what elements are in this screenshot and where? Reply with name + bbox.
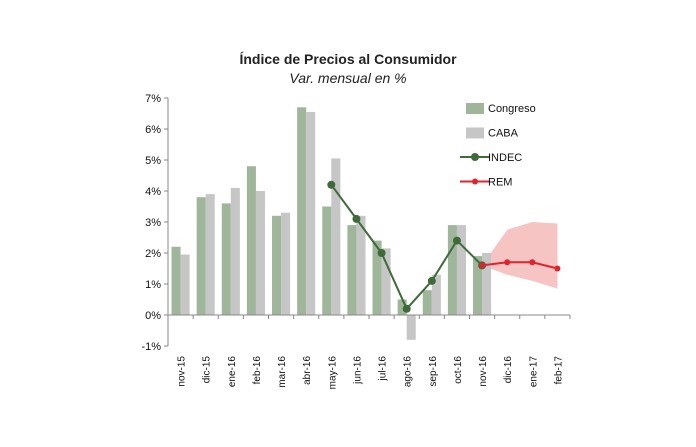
bar-congreso-jun-16 (347, 225, 357, 315)
bar-congreso-mar-16 (272, 215, 282, 315)
bar-caba-may-16 (331, 158, 341, 315)
line-rem (481, 261, 558, 270)
y-tick-label: 3% (145, 217, 161, 229)
point-indec-jun-16 (352, 214, 361, 223)
point-indec-ago-16 (402, 304, 411, 313)
x-tick-label: ene-17 (528, 356, 539, 388)
x-tick-label: dic-15 (202, 356, 213, 384)
bar-caba-oct-16 (456, 225, 466, 315)
legend-swatch-congreso (466, 103, 484, 114)
bar-congreso-abr-16 (297, 107, 307, 315)
axes-layer: -1% 0% 1% 2% 3% 4% 5% 6% 7% nov-15 dic-15 ene-16 feb… (141, 93, 571, 390)
bar-congreso-feb-16 (246, 166, 256, 315)
x-tick-label: ene-16 (227, 356, 238, 388)
bar-caba-ago-16 (406, 315, 416, 340)
point-rem-ene-17 (529, 259, 536, 266)
bar-caba-abr-16 (306, 111, 316, 315)
x-tick-label: sep-16 (428, 356, 439, 387)
bar-congreso-sep-16 (422, 290, 432, 315)
legend-label-caba: CABA (488, 128, 519, 140)
legend: Congreso CABA INDEC REM (460, 103, 536, 189)
rem-band (482, 222, 558, 289)
y-tick-label: 5% (145, 155, 161, 167)
point-indec-jul-16 (377, 249, 386, 257)
legend-swatch-caba (466, 127, 484, 139)
bar-congreso-may-16 (322, 206, 332, 315)
x-tick-label: feb-17 (553, 356, 564, 385)
point-indec-may-16 (327, 180, 336, 189)
bars-layer (171, 107, 492, 340)
bar-caba-nov-16 (482, 253, 492, 315)
bar-congreso-ene-16 (221, 203, 231, 315)
bar-caba-mar-16 (281, 212, 291, 315)
point-rem-nov-16 (479, 262, 486, 269)
rem-band-layer (482, 222, 558, 289)
legend-marker-indec (471, 153, 479, 161)
legend-label-congreso: Congreso (488, 103, 536, 115)
chart-subtitle: Var. mensual en % (289, 70, 406, 86)
x-tick-label: abr-16 (302, 356, 313, 385)
bar-caba-dic-15 (205, 194, 215, 315)
y-tick-label: 7% (145, 93, 161, 105)
chart-title: Índice de Precios al Consumidor (239, 51, 457, 67)
y-tick-label: 2% (145, 248, 161, 260)
bar-caba-jul-16 (381, 248, 391, 315)
point-rem-feb-17 (554, 265, 561, 272)
y-tick-label: 6% (145, 124, 161, 136)
lines-layer (327, 180, 561, 313)
y-tick-label: 4% (145, 186, 161, 198)
bar-congreso-dic-15 (196, 197, 206, 315)
x-tick-label: mar-16 (277, 356, 288, 388)
x-tick-label: nov-16 (478, 356, 489, 387)
bar-caba-sep-16 (431, 274, 441, 315)
point-rem-dic-16 (504, 259, 511, 266)
point-indec-sep-16 (427, 276, 436, 285)
x-tick-label: ago-16 (403, 356, 414, 388)
bar-congreso-nov-16 (473, 256, 483, 315)
x-tick-label: feb-16 (252, 356, 263, 385)
legend-label-rem: REM (488, 177, 512, 189)
point-indec-oct-16 (452, 236, 461, 245)
x-tick-label: jul-16 (378, 356, 389, 382)
bar-congreso-nov-15 (171, 246, 181, 315)
bar-congreso-oct-16 (447, 225, 457, 315)
x-tick-label: nov-15 (177, 356, 188, 387)
x-tick-label: may-16 (327, 356, 338, 390)
bar-congreso-ago-16 (397, 299, 407, 315)
bar-caba-feb-16 (255, 191, 265, 315)
legend-marker-rem (472, 178, 478, 185)
bar-caba-jun-16 (356, 215, 366, 315)
y-tick-label: -1% (141, 341, 161, 353)
bar-congreso-jul-16 (372, 240, 382, 315)
x-tick-label: jun-16 (352, 356, 363, 385)
x-tick-label: oct-16 (453, 356, 464, 384)
bar-caba-ene-16 (230, 187, 240, 315)
x-tick-label: dic-16 (503, 356, 514, 384)
y-tick-label: 1% (145, 279, 161, 291)
legend-label-indec: INDEC (488, 152, 522, 164)
y-tick-label: 0% (145, 310, 161, 322)
bar-caba-nov-15 (180, 254, 190, 315)
